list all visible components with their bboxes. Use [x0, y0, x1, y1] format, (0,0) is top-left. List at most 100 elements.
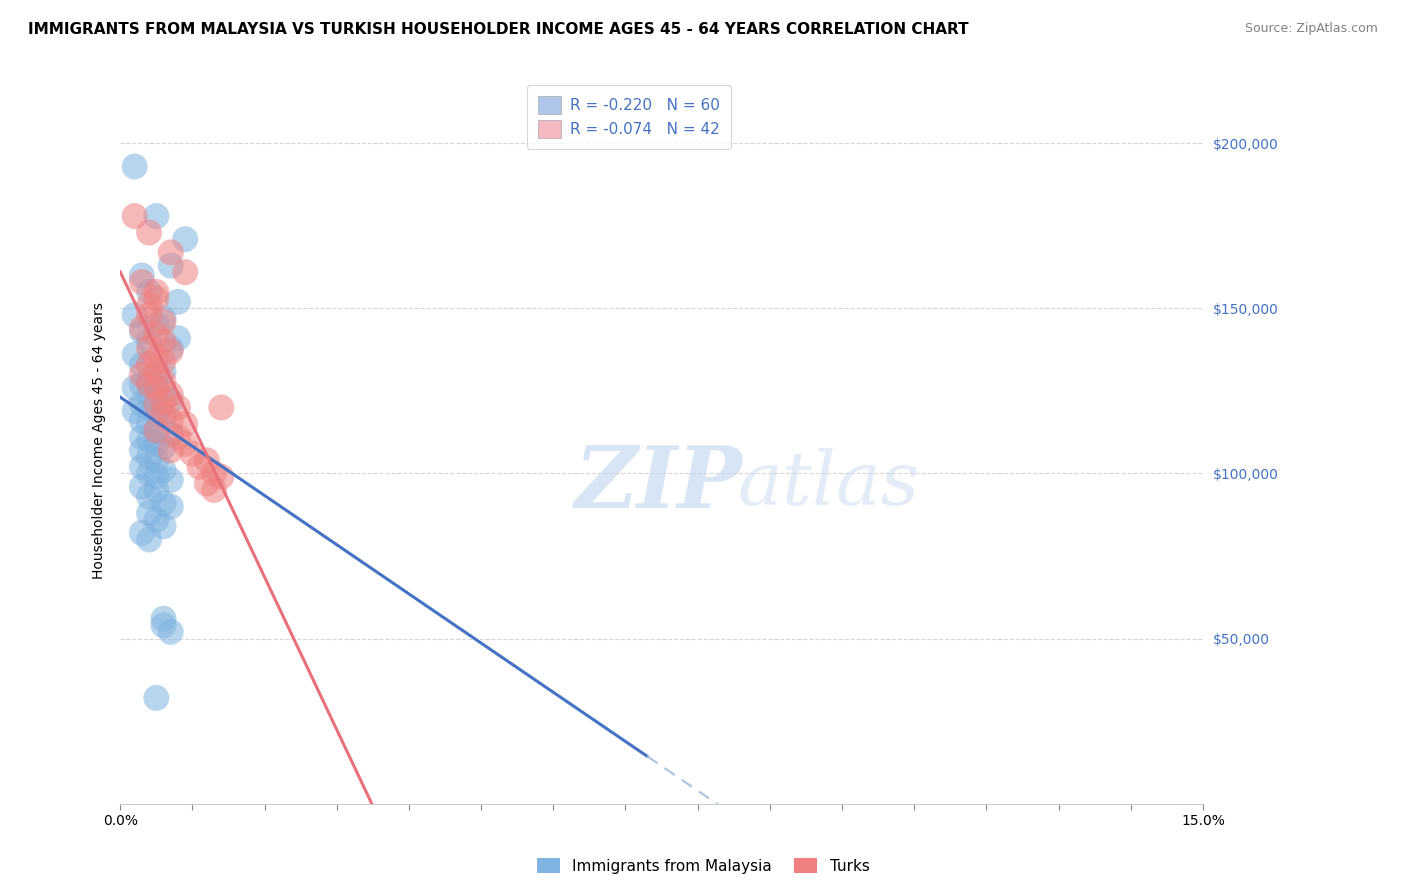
- Point: [174, 417, 197, 431]
- Point: [159, 443, 181, 458]
- Point: [138, 358, 160, 372]
- Point: [167, 331, 190, 345]
- Point: [152, 496, 174, 510]
- Point: [145, 368, 167, 382]
- Point: [145, 397, 167, 411]
- Point: [145, 470, 167, 484]
- Point: [138, 533, 160, 547]
- Point: [188, 459, 211, 474]
- Point: [138, 434, 160, 448]
- Legend: Immigrants from Malaysia, Turks: Immigrants from Malaysia, Turks: [530, 852, 876, 880]
- Point: [138, 506, 160, 520]
- Point: [174, 437, 197, 451]
- Point: [152, 374, 174, 388]
- Point: [145, 513, 167, 527]
- Point: [131, 397, 153, 411]
- Point: [159, 245, 181, 260]
- Point: [131, 321, 153, 335]
- Point: [152, 311, 174, 326]
- Point: [195, 453, 218, 467]
- Point: [159, 624, 181, 639]
- Point: [131, 443, 153, 458]
- Point: [145, 437, 167, 451]
- Point: [209, 470, 232, 484]
- Point: [159, 341, 181, 355]
- Point: [167, 430, 190, 444]
- Point: [145, 483, 167, 497]
- Point: [131, 377, 153, 392]
- Point: [174, 265, 197, 279]
- Point: [152, 519, 174, 533]
- Point: [131, 414, 153, 428]
- Point: [138, 334, 160, 349]
- Text: ZIP: ZIP: [575, 442, 742, 525]
- Point: [138, 377, 160, 392]
- Point: [124, 308, 146, 322]
- Point: [152, 463, 174, 477]
- Point: [152, 315, 174, 329]
- Point: [145, 381, 167, 395]
- Point: [124, 404, 146, 418]
- Legend: R = -0.220   N = 60, R = -0.074   N = 42: R = -0.220 N = 60, R = -0.074 N = 42: [527, 85, 731, 149]
- Point: [138, 467, 160, 481]
- Point: [202, 483, 225, 497]
- Point: [145, 424, 167, 438]
- Point: [131, 459, 153, 474]
- Point: [131, 430, 153, 444]
- Point: [124, 381, 146, 395]
- Point: [131, 358, 153, 372]
- Point: [202, 467, 225, 481]
- Point: [181, 447, 204, 461]
- Point: [145, 285, 167, 299]
- Point: [152, 440, 174, 454]
- Point: [152, 618, 174, 632]
- Point: [152, 393, 174, 408]
- Point: [138, 490, 160, 504]
- Point: [131, 480, 153, 494]
- Point: [138, 285, 160, 299]
- Point: [145, 209, 167, 223]
- Point: [159, 344, 181, 359]
- Point: [159, 259, 181, 273]
- Point: [145, 407, 167, 421]
- Point: [159, 387, 181, 401]
- Point: [152, 334, 174, 349]
- Point: [138, 387, 160, 401]
- Point: [138, 298, 160, 312]
- Point: [124, 348, 146, 362]
- Point: [131, 325, 153, 339]
- Point: [138, 417, 160, 431]
- Point: [145, 453, 167, 467]
- Point: [159, 393, 181, 408]
- Point: [138, 401, 160, 415]
- Point: [131, 368, 153, 382]
- Point: [152, 384, 174, 398]
- Point: [152, 364, 174, 378]
- Point: [131, 525, 153, 540]
- Point: [145, 318, 167, 332]
- Point: [167, 401, 190, 415]
- Point: [174, 232, 197, 246]
- Point: [167, 294, 190, 309]
- Point: [124, 160, 146, 174]
- Point: [145, 690, 167, 705]
- Point: [159, 426, 181, 441]
- Text: atlas: atlas: [737, 448, 920, 520]
- Point: [145, 351, 167, 365]
- Point: [124, 209, 146, 223]
- Point: [209, 401, 232, 415]
- Point: [159, 414, 181, 428]
- Point: [152, 407, 174, 421]
- Point: [138, 308, 160, 322]
- Point: [138, 341, 160, 355]
- Point: [145, 327, 167, 342]
- Point: [152, 354, 174, 368]
- Point: [145, 364, 167, 378]
- Point: [131, 275, 153, 289]
- Point: [159, 500, 181, 514]
- Y-axis label: Householder Income Ages 45 - 64 years: Householder Income Ages 45 - 64 years: [93, 302, 107, 579]
- Point: [159, 473, 181, 487]
- Text: IMMIGRANTS FROM MALAYSIA VS TURKISH HOUSEHOLDER INCOME AGES 45 - 64 YEARS CORREL: IMMIGRANTS FROM MALAYSIA VS TURKISH HOUS…: [28, 22, 969, 37]
- Point: [145, 391, 167, 405]
- Point: [138, 226, 160, 240]
